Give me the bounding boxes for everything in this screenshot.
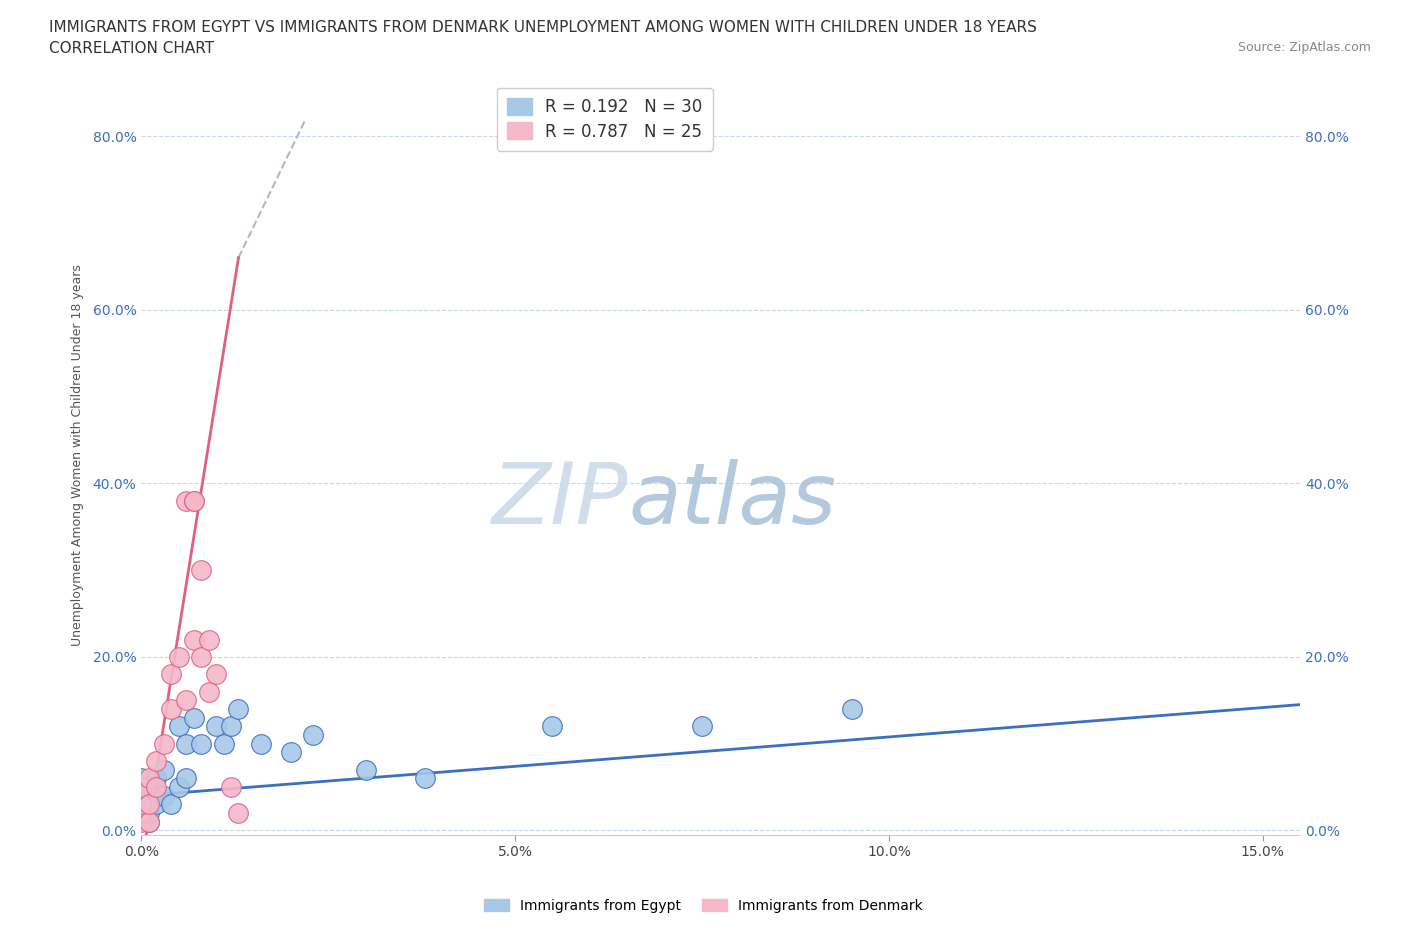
Text: IMMIGRANTS FROM EGYPT VS IMMIGRANTS FROM DENMARK UNEMPLOYMENT AMONG WOMEN WITH C: IMMIGRANTS FROM EGYPT VS IMMIGRANTS FROM… <box>49 20 1038 35</box>
Point <box>131 779 153 794</box>
Point <box>152 737 174 751</box>
Point <box>212 737 235 751</box>
Point <box>138 815 160 830</box>
Point <box>131 805 153 820</box>
Point <box>138 797 160 812</box>
Point <box>183 493 205 508</box>
Point <box>131 797 153 812</box>
Point <box>160 797 183 812</box>
Point <box>138 779 160 794</box>
Point <box>131 805 153 820</box>
Point <box>167 779 190 794</box>
Point <box>219 779 242 794</box>
Point <box>174 771 197 786</box>
Text: ZIP: ZIP <box>492 459 628 542</box>
Point <box>160 667 183 682</box>
Point <box>205 719 228 734</box>
Point <box>354 763 377 777</box>
Point <box>250 737 273 751</box>
Point <box>302 727 325 742</box>
Point <box>197 684 219 699</box>
Point <box>145 771 167 786</box>
Point <box>690 719 713 734</box>
Point <box>131 797 153 812</box>
Point <box>183 632 205 647</box>
Point <box>145 797 167 812</box>
Point <box>190 563 212 578</box>
Point <box>183 711 205 725</box>
Point <box>228 701 250 716</box>
Point <box>197 632 219 647</box>
Text: CORRELATION CHART: CORRELATION CHART <box>49 41 214 56</box>
Point <box>152 763 174 777</box>
Point <box>174 493 197 508</box>
Point <box>131 789 153 804</box>
Point <box>160 701 183 716</box>
Point <box>145 753 167 768</box>
Point <box>138 805 160 820</box>
Point <box>415 771 437 786</box>
Point <box>152 789 174 804</box>
Point <box>280 745 302 760</box>
Point <box>205 667 228 682</box>
Point <box>131 771 153 786</box>
Point <box>131 815 153 830</box>
Point <box>190 737 212 751</box>
Point <box>541 719 564 734</box>
Point <box>138 771 160 786</box>
Point <box>183 493 205 508</box>
Y-axis label: Unemployment Among Women with Children Under 18 years: Unemployment Among Women with Children U… <box>72 264 84 646</box>
Point <box>219 719 242 734</box>
Text: Source: ZipAtlas.com: Source: ZipAtlas.com <box>1237 41 1371 54</box>
Point <box>138 815 160 830</box>
Point <box>841 701 863 716</box>
Point <box>167 649 190 664</box>
Point <box>190 649 212 664</box>
Point <box>174 693 197 708</box>
Point <box>167 719 190 734</box>
Legend: R = 0.192   N = 30, R = 0.787   N = 25: R = 0.192 N = 30, R = 0.787 N = 25 <box>498 87 713 151</box>
Point <box>174 737 197 751</box>
Point <box>145 779 167 794</box>
Text: atlas: atlas <box>628 459 837 542</box>
Legend: Immigrants from Egypt, Immigrants from Denmark: Immigrants from Egypt, Immigrants from D… <box>478 894 928 919</box>
Point <box>228 805 250 820</box>
